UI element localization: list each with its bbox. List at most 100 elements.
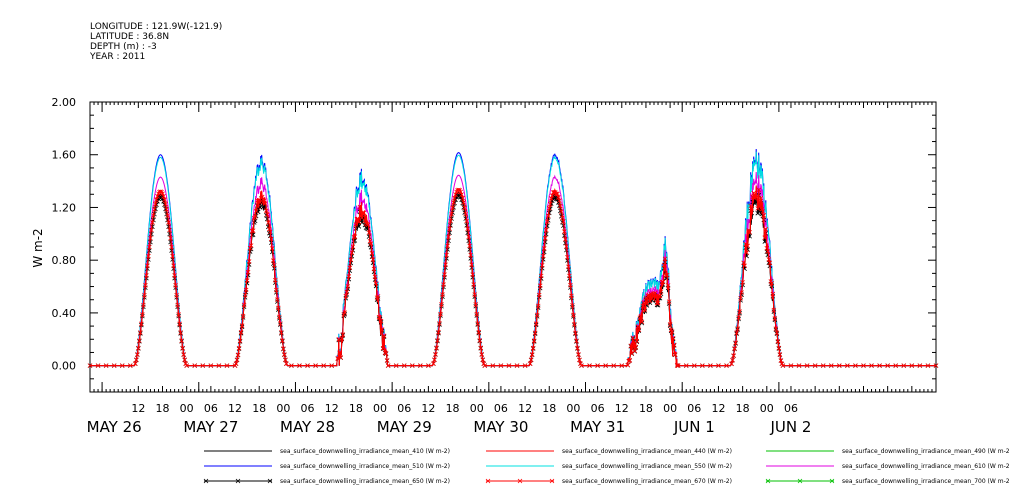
series-marker-mean_670 — [534, 312, 540, 318]
series-marker-mean_670 — [345, 284, 351, 289]
series-marker-mean_670 — [378, 318, 384, 324]
series-marker-mean_670 — [663, 273, 669, 278]
series-marker-mean_670 — [274, 287, 279, 293]
series-marker-mean_670 — [162, 197, 167, 202]
series-marker-mean_670 — [240, 313, 246, 319]
series-marker-mean_670 — [533, 321, 539, 326]
series-marker-mean_670 — [561, 219, 566, 224]
series-marker-mean_650 — [765, 252, 771, 258]
series-marker-mean_670 — [176, 312, 181, 317]
x-axis: 12 18 00 06 12 18 00 06 12 18 00 06 12 18 00 06 12 18 00 06… — [87, 102, 933, 436]
series-line-mean_410 — [90, 189, 936, 367]
series-marker-mean_670 — [272, 262, 277, 268]
series-marker-mean_670 — [619, 363, 625, 368]
series-marker-mean_670 — [716, 363, 721, 368]
series-marker-mean_670 — [142, 292, 147, 298]
series-marker-mean_670 — [434, 345, 439, 351]
series-marker-mean_670 — [471, 282, 477, 287]
series-marker-mean_670 — [174, 292, 179, 298]
year-text: YEAR : 2011 — [90, 52, 146, 62]
series-marker-mean_670 — [547, 201, 553, 207]
series-marker-mean_670 — [544, 219, 550, 224]
series-marker-mean_670 — [724, 363, 729, 368]
legend-marker — [203, 478, 209, 484]
series-marker-mean_670 — [465, 226, 470, 231]
series-marker-mean_670 — [313, 363, 318, 368]
series-marker-mean_670 — [150, 220, 155, 225]
series-marker-mean_670 — [885, 363, 890, 368]
series-marker-mean_670 — [370, 257, 376, 262]
series-marker-mean_670 — [478, 345, 484, 351]
legend-item: sea_surface_downwelling_irradiance_mean_… — [766, 448, 1009, 455]
series-marker-mean_670 — [751, 190, 756, 196]
series-marker-mean_670 — [439, 302, 444, 307]
series-marker-mean_670 — [732, 346, 737, 351]
legend-label: sea_surface_downwelling_irradiance_mean_… — [842, 463, 1009, 470]
series-marker-mean_670 — [529, 352, 535, 357]
series-marker-mean_670 — [469, 262, 474, 267]
series-marker-mean_670 — [587, 363, 592, 368]
series-marker-mean_670 — [659, 279, 665, 285]
series-marker-mean_670 — [379, 327, 385, 332]
legend-marker — [765, 478, 771, 484]
series-marker-mean_670 — [452, 195, 457, 201]
series-marker-mean_670 — [239, 323, 245, 328]
legend-item: sea_surface_downwelling_irradiance_mean_… — [203, 478, 450, 485]
series-marker-mean_670 — [683, 363, 689, 368]
legend-label: sea_surface_downwelling_irradiance_mean_… — [280, 478, 450, 485]
series-marker-mean_670 — [925, 363, 931, 368]
series-marker-mean_670 — [652, 290, 658, 296]
series-marker-mean_670 — [917, 363, 923, 368]
series-marker-mean_670 — [269, 236, 274, 242]
series-marker-mean_670 — [137, 338, 142, 343]
series-marker-mean_670 — [177, 321, 182, 327]
series-marker-mean_670 — [742, 263, 747, 269]
series-marker-mean_670 — [869, 363, 874, 368]
series-line-mean_610 — [90, 171, 936, 367]
series-marker-mean_670 — [372, 274, 378, 280]
series-marker-mean_670 — [498, 363, 504, 368]
series-marker-mean_670 — [775, 339, 781, 344]
series-marker-mean_670 — [754, 194, 760, 200]
series-marker-mean_670 — [748, 203, 753, 209]
series-marker-mean_670 — [337, 350, 343, 355]
x-date-label: MAY 28 — [280, 418, 335, 436]
series-marker-mean_670 — [241, 302, 247, 308]
series-marker-mean_670 — [383, 351, 389, 356]
series-marker-mean_670 — [796, 363, 802, 368]
series-marker-mean_670 — [731, 353, 736, 358]
series-marker-mean_670 — [556, 195, 561, 200]
x-hour-tick-label: 18 — [542, 402, 556, 415]
y-axis-label: W m-2 — [31, 228, 45, 267]
x-hour-tick-label: 18 — [349, 402, 363, 415]
series-marker-mean_670 — [250, 228, 256, 233]
series-marker-mean_670 — [573, 330, 578, 336]
legend-item: sea_surface_downwelling_irradiance_mean_… — [204, 448, 450, 455]
series-marker-mean_670 — [160, 191, 165, 196]
series-marker-mean_670 — [837, 363, 842, 368]
x-hour-tick-label: 12 — [421, 402, 435, 415]
plot-frame — [89, 101, 937, 393]
series-marker-mean_670 — [338, 355, 344, 360]
series-marker-mean_670 — [564, 244, 569, 249]
series-marker-mean_670 — [536, 292, 542, 298]
series-marker-mean_670 — [141, 302, 146, 308]
series-marker-mean_670 — [642, 307, 648, 312]
legend-label: sea_surface_downwelling_irradiance_mean_… — [842, 448, 1009, 455]
series-marker-mean_670 — [877, 363, 882, 368]
series-marker-mean_670 — [757, 203, 763, 209]
series-marker-mean_670 — [557, 198, 562, 203]
series-marker-mean_670 — [738, 296, 743, 301]
series-marker-mean_670 — [674, 363, 680, 368]
series-marker-mean_670 — [432, 357, 437, 362]
series-marker-mean_670 — [339, 336, 345, 341]
series-marker-mean_670 — [144, 273, 149, 278]
series-marker-mean_670 — [266, 226, 272, 232]
series-marker-mean_670 — [336, 337, 342, 342]
series-marker-mean_670 — [357, 204, 363, 210]
x-hour-tick-label: 06 — [591, 402, 605, 415]
x-date-label: MAY 27 — [183, 418, 238, 436]
series-marker-mean_670 — [449, 211, 454, 217]
series-marker-mean_670 — [639, 319, 645, 325]
series-marker-mean_670 — [385, 363, 391, 368]
